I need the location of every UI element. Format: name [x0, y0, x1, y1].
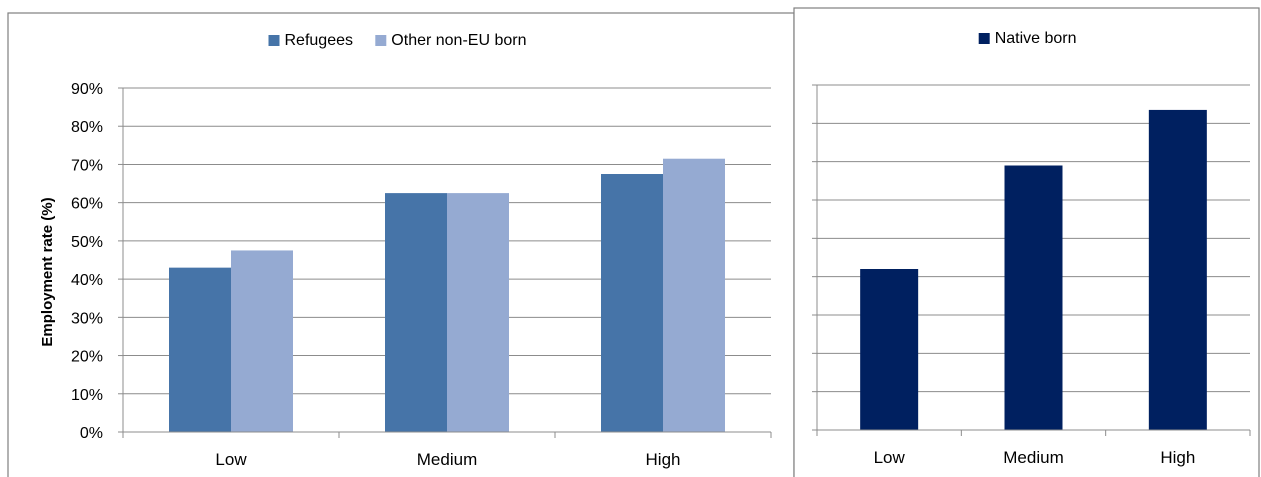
bar-low-0 [860, 269, 919, 430]
bar-medium-0 [1004, 165, 1063, 430]
x-tick-label: Low [215, 450, 247, 469]
right-axes: Low Medium High [812, 84, 1251, 467]
x-tick-label: Medium [417, 450, 477, 469]
y-axis-label: Employment rate (%) [39, 197, 56, 346]
left-legend: Refugees Other non-EU born [268, 32, 526, 49]
y-tick-label: 50% [71, 234, 103, 251]
right-legend: Native born [978, 30, 1077, 47]
y-tick-label: 70% [71, 157, 103, 174]
y-tick-label: 20% [71, 349, 103, 366]
y-tick-label: 90% [71, 81, 103, 98]
bar-high-0 [1148, 109, 1207, 431]
right-chart-panel: Low Medium High Native born [793, 7, 1260, 477]
right-bars [860, 109, 1207, 431]
x-tick-label: Low [874, 448, 906, 467]
y-tick-label: 10% [71, 387, 103, 404]
y-tick-label: 60% [71, 196, 103, 213]
bar-high-0 [601, 174, 663, 432]
legend-label: Other non-EU born [391, 32, 526, 49]
left-axes: 0% 10% 20% 30% 40% 50% 60% 70% 80% 90% Low Medium Hi… [71, 81, 772, 469]
bar-low-1 [231, 250, 293, 432]
y-tick-label: 80% [71, 119, 103, 136]
left-chart-panel: 0% 10% 20% 30% 40% 50% 60% 70% 80% 90% Low Medium Hi… [7, 12, 795, 477]
x-tick-label: Medium [1003, 448, 1063, 467]
x-tick-label: High [646, 450, 681, 469]
bar-high-1 [663, 158, 725, 432]
legend-label: Native born [995, 30, 1077, 47]
y-tick-label: 30% [71, 310, 103, 327]
legend-label: Refugees [285, 32, 354, 49]
legend-swatch [375, 35, 387, 46]
x-tick-label: High [1160, 448, 1195, 467]
bar-medium-0 [385, 193, 447, 432]
bar-low-0 [169, 267, 231, 432]
legend-swatch [268, 35, 280, 46]
legend-swatch [978, 33, 990, 44]
y-tick-label: 0% [80, 425, 103, 442]
y-tick-label: 40% [71, 272, 103, 289]
bar-medium-1 [447, 193, 509, 432]
left-bars [169, 158, 725, 432]
